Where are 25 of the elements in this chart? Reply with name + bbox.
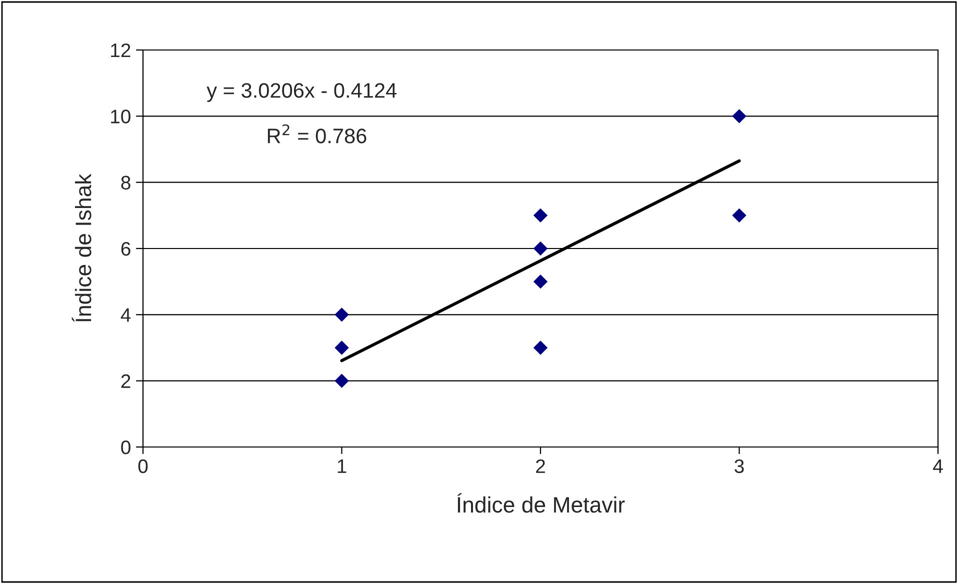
y-tick-label: 10	[111, 110, 130, 124]
y-tick-label: 0	[121, 440, 130, 454]
annotation: y = 3.0206x - 0.4124	[206, 83, 397, 102]
x-tick-label: 2	[536, 459, 545, 473]
y-tick-label: 8	[121, 176, 130, 190]
annotation: R$^{2}$ = 0.786	[268, 124, 366, 144]
y-axis-title: Índice de Ishak	[72, 174, 92, 322]
point	[334, 340, 349, 355]
point	[334, 374, 349, 388]
point	[732, 208, 746, 222]
point	[732, 109, 746, 124]
y-tick-label: 6	[121, 242, 130, 256]
point	[534, 242, 548, 256]
x-axis-title: Índice de Metavir	[457, 493, 625, 513]
point	[534, 274, 548, 289]
x-tick-label: 0	[138, 459, 148, 474]
y-tick-label: 12	[111, 43, 130, 58]
y-tick-label: 4	[120, 308, 131, 322]
point	[334, 308, 349, 322]
y-tick-label: 2	[121, 374, 130, 388]
point	[534, 340, 548, 355]
x-tick-label: 4	[933, 460, 943, 473]
point	[534, 208, 548, 222]
x-tick-label: 3	[734, 459, 744, 474]
x-tick-label: 1	[338, 460, 346, 473]
